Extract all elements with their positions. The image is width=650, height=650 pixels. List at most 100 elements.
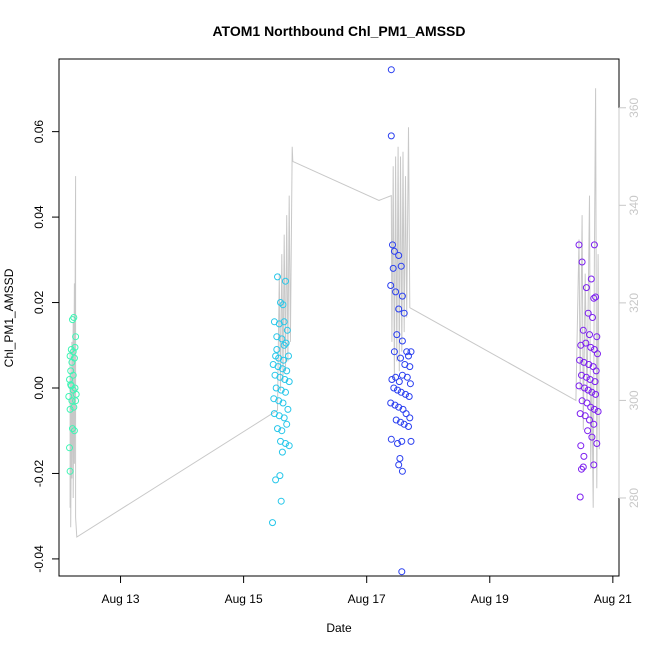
data-point <box>278 335 286 343</box>
data-point <box>273 346 281 353</box>
y2-tick-label: 280 <box>627 488 641 508</box>
data-point <box>579 463 587 471</box>
y2-tick-label: 300 <box>627 390 641 410</box>
y2-tick-label: 320 <box>627 293 641 313</box>
data-point <box>285 378 293 386</box>
data-point <box>405 393 413 400</box>
data-point <box>588 388 596 396</box>
data-point <box>398 568 406 576</box>
data-point <box>68 397 76 405</box>
data-point <box>278 365 286 373</box>
data-point <box>282 339 290 347</box>
data-point <box>398 437 406 445</box>
data-point <box>405 352 412 360</box>
data-point <box>590 420 598 428</box>
data-point <box>280 356 288 364</box>
data-point <box>66 376 73 383</box>
data-point <box>396 455 404 462</box>
data-point <box>392 416 400 424</box>
series-3 <box>387 66 415 576</box>
data-point <box>406 363 414 371</box>
data-point <box>66 444 73 452</box>
data-point <box>402 390 409 398</box>
data-point <box>278 448 286 456</box>
data-point <box>402 410 410 418</box>
y2-tick-label: 340 <box>627 195 641 215</box>
x-tick-label: Aug 19 <box>471 592 509 606</box>
data-point <box>582 284 590 292</box>
data-point <box>387 66 395 74</box>
data-point <box>66 405 74 413</box>
data-point <box>406 414 414 422</box>
data-point <box>584 386 592 394</box>
secondary-trace-line <box>69 88 600 538</box>
data-point <box>392 288 400 296</box>
y-tick-label: -0.04 <box>32 545 46 573</box>
data-point <box>282 440 289 447</box>
data-point <box>395 305 403 313</box>
data-point <box>274 273 281 281</box>
data-point <box>398 467 406 475</box>
data-point <box>582 339 590 347</box>
data-point <box>407 437 415 445</box>
data-point <box>405 423 412 430</box>
y-tick-label: 0.02 <box>32 290 46 314</box>
series-1 <box>65 314 80 475</box>
data-point <box>269 519 276 527</box>
y-tick-label: 0.04 <box>32 205 46 229</box>
data-point <box>590 405 598 413</box>
y2-tick-label: 360 <box>627 97 641 117</box>
data-point <box>69 371 77 379</box>
data-point <box>580 452 588 460</box>
data-point <box>71 343 79 351</box>
data-point <box>397 262 405 270</box>
data-point <box>581 384 588 392</box>
data-point <box>282 277 289 285</box>
data-point <box>586 331 593 339</box>
data-point <box>67 346 75 353</box>
data-point <box>583 399 591 407</box>
data-point <box>578 258 586 266</box>
data-point <box>66 352 74 360</box>
data-point <box>70 427 78 435</box>
data-point <box>393 331 401 339</box>
data-point <box>284 405 292 413</box>
data-point <box>390 384 398 392</box>
data-point <box>387 399 395 407</box>
data-point <box>72 397 80 405</box>
x-tick-label: Aug 17 <box>348 592 386 606</box>
data-point <box>389 241 396 249</box>
data-point <box>285 442 293 450</box>
data-point <box>283 420 291 428</box>
data-point <box>70 403 78 411</box>
data-point <box>387 132 395 140</box>
data-point <box>275 397 283 405</box>
data-point <box>280 414 288 422</box>
data-point <box>390 348 398 356</box>
data-point <box>400 420 408 428</box>
x-tick-label: Aug 15 <box>225 592 263 606</box>
data-point <box>576 356 584 364</box>
data-point <box>578 465 585 473</box>
data-point <box>581 412 589 420</box>
data-point <box>281 376 289 383</box>
secondary-line-layer <box>69 88 600 538</box>
data-point <box>406 380 414 388</box>
chart-title: ATOM1 Northbound Chl_PM1_AMSSD <box>212 23 465 39</box>
series-2 <box>269 273 293 527</box>
data-point <box>577 442 585 450</box>
x-tick-label: Aug 13 <box>102 592 140 606</box>
data-point <box>276 472 284 480</box>
data-point <box>67 381 75 389</box>
data-point <box>588 433 596 441</box>
data-point <box>387 435 395 443</box>
data-point <box>590 294 598 302</box>
data-point <box>394 386 401 394</box>
data-point <box>285 352 292 360</box>
data-point <box>387 282 395 289</box>
data-point <box>274 425 281 433</box>
data-point <box>397 354 404 362</box>
data-point <box>582 373 590 381</box>
data-point <box>398 292 406 300</box>
